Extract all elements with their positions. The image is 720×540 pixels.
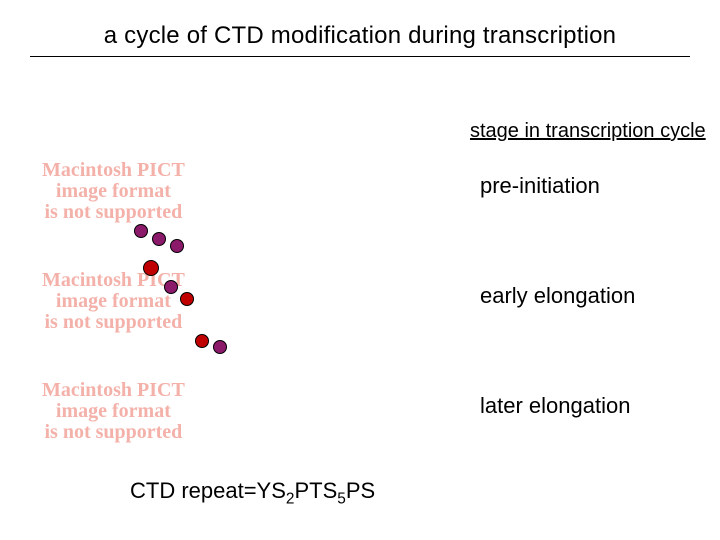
- phospho-dot: [195, 334, 209, 348]
- footer-sub2: 5: [337, 490, 346, 507]
- stage-label-early-elongation: early elongation: [480, 283, 635, 309]
- phospho-dot: [134, 224, 148, 238]
- page-title: a cycle of CTD modification during trans…: [104, 22, 616, 49]
- footer-suffix: PS: [346, 478, 375, 503]
- stage-label-pre-initiation: pre-initiation: [480, 173, 600, 199]
- pict-placeholder: Macintosh PICT image format is not suppo…: [42, 160, 185, 223]
- ctd-repeat-footer: CTD repeat=YS2PTS5PS: [130, 478, 375, 508]
- stage-label-later-elongation: later elongation: [480, 393, 630, 419]
- phospho-dot: [213, 340, 227, 354]
- phospho-dot: [164, 280, 178, 294]
- stage-header: stage in transcription cycle: [470, 120, 706, 143]
- pict-placeholder: Macintosh PICT image format is not suppo…: [42, 380, 185, 443]
- footer-prefix: CTD repeat=YS: [130, 478, 286, 503]
- title-container: a cycle of CTD modification during trans…: [30, 22, 690, 57]
- pict-placeholder: Macintosh PICT image format is not suppo…: [42, 270, 185, 333]
- phospho-dot: [152, 232, 166, 246]
- phospho-dot: [170, 239, 184, 253]
- phospho-dot: [143, 260, 159, 276]
- phospho-dot: [180, 292, 194, 306]
- footer-mid: PTS: [294, 478, 337, 503]
